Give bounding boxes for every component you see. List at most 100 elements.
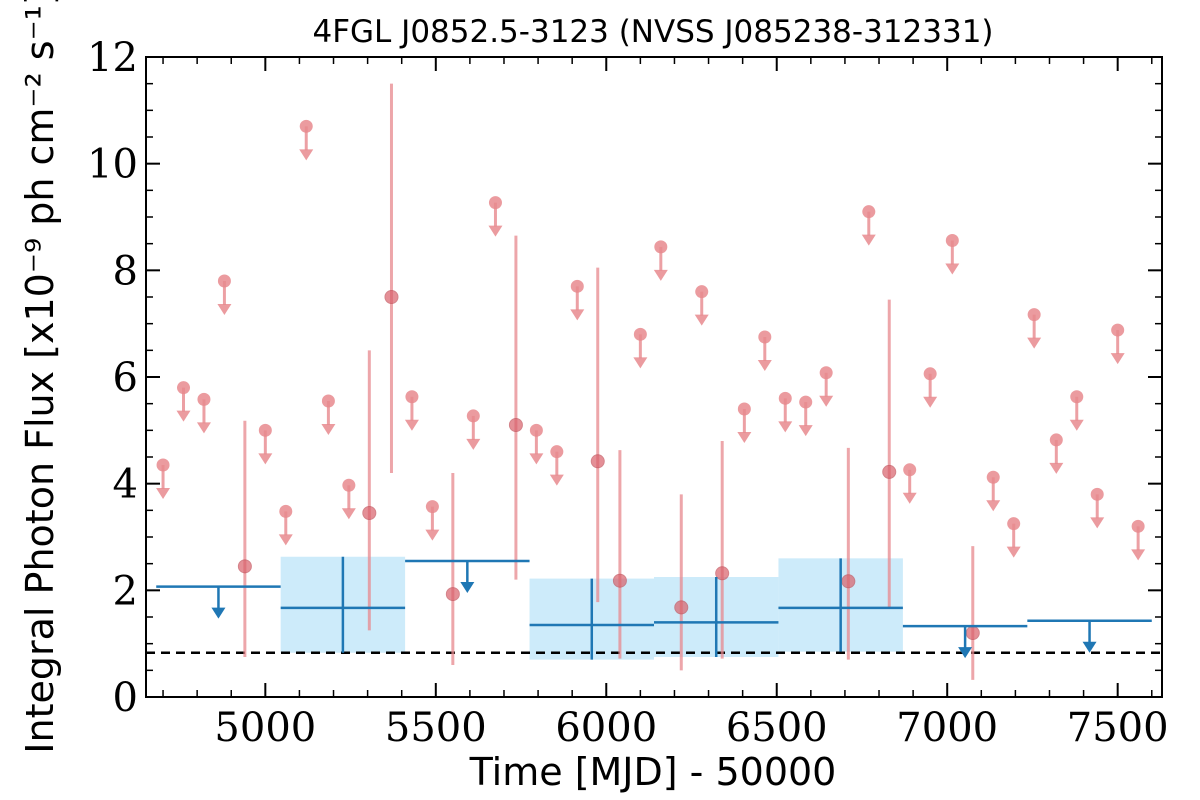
upper-limit-point (466, 409, 480, 423)
upper-limit-point (1049, 433, 1063, 447)
upper-limit-point (1027, 308, 1041, 322)
data-point (882, 464, 897, 479)
upper-limit-point (737, 402, 751, 416)
long-bin-arrow-head (958, 647, 973, 659)
upper-limit-point (945, 233, 959, 247)
upper-limit-arrow-head (341, 508, 356, 520)
x-tick-label: 6000 (555, 705, 657, 751)
upper-limit-arrow-head (278, 534, 293, 546)
upper-limit-arrow-head (176, 410, 191, 422)
y-tick-label: 2 (113, 568, 138, 614)
upper-limit-point (654, 240, 668, 254)
upper-limit-point (923, 367, 937, 381)
upper-limit-arrow-head (633, 357, 648, 369)
upper-limit-arrow-head (737, 432, 752, 443)
upper-limit-arrow-head (694, 314, 709, 326)
data-point (715, 566, 730, 581)
upper-limit-arrow-head (798, 425, 813, 437)
upper-limit-point (550, 445, 564, 459)
upper-limit-point (321, 394, 335, 408)
upper-limit-arrow-head (1110, 353, 1125, 365)
upper-limit-point (1007, 517, 1021, 531)
long-bin-arrow-head (1082, 641, 1097, 653)
x-tick-label: 7500 (1067, 705, 1169, 751)
upper-limit-arrow-head (466, 438, 481, 450)
upper-limit-point (258, 423, 272, 437)
upper-limit-arrow-head (986, 500, 1001, 512)
upper-limit-arrow-head (1090, 517, 1105, 529)
upper-limit-point (903, 463, 917, 477)
upper-limit-point (156, 458, 170, 472)
y-tick-label: 0 (113, 675, 138, 721)
upper-limit-point (425, 500, 439, 514)
upper-limit-arrow-head (217, 304, 232, 315)
upper-limit-arrow-head (923, 396, 938, 408)
upper-limit-point (695, 285, 709, 299)
upper-limit-point (299, 119, 313, 133)
upper-limit-arrow-head (258, 453, 273, 465)
upper-limit-point (1070, 390, 1084, 404)
x-tick-label: 6500 (726, 705, 828, 751)
x-tick-label: 5500 (385, 705, 487, 751)
y-tick-label: 6 (113, 355, 138, 401)
x-axis-label: Time [MJD] - 50000 (469, 750, 837, 794)
upper-limit-arrow-head (570, 309, 585, 321)
upper-limit-arrow-head (404, 419, 419, 431)
upper-limit-arrow-head (1049, 462, 1064, 474)
data-point (445, 587, 460, 602)
x-tick-label: 7000 (896, 705, 998, 751)
upper-limit-arrow-head (156, 488, 171, 499)
upper-limit-point (342, 478, 356, 492)
upper-limit-point (986, 470, 1000, 484)
upper-limit-arrow-head (1069, 419, 1084, 431)
upper-limit-arrow-head (778, 421, 793, 433)
upper-limit-arrow-head (653, 269, 668, 281)
upper-limit-arrow-head (757, 360, 772, 371)
upper-limit-point (177, 381, 191, 395)
upper-limit-arrow-head (196, 422, 211, 434)
data-point (384, 290, 399, 304)
upper-limit-point (1131, 519, 1145, 533)
upper-limit-point (1090, 487, 1104, 501)
upper-limit-point (778, 391, 792, 405)
upper-limit-arrow-head (819, 395, 834, 407)
upper-limit-point (799, 395, 813, 409)
x-tick-label: 5000 (214, 705, 316, 751)
upper-limit-arrow-head (1131, 549, 1146, 561)
upper-limit-point (570, 279, 584, 293)
long-bin-arrow-head (211, 607, 226, 619)
axis-ticks: 5000 5500 6000 6500 7000 7500 0 2 4 6 8 10 12 (87, 35, 1168, 751)
upper-limit-point (488, 196, 502, 210)
upper-limit-arrow-head (549, 474, 564, 486)
data-point (612, 573, 627, 588)
y-tick-label: 12 (87, 35, 138, 81)
y-tick-label: 8 (113, 248, 138, 294)
data-point (965, 626, 980, 640)
upper-limit-point (758, 330, 772, 344)
upper-limit-arrow-head (902, 492, 917, 504)
chart-title: 4FGL J0852.5-3123 (NVSS J085238-312331) (312, 14, 993, 50)
upper-limit-point (279, 504, 293, 518)
long-bin-series (156, 556, 1152, 660)
y-axis-label: Integral Photon Flux [x10⁻⁹ ph cm⁻² s⁻¹] (18, 0, 62, 754)
upper-limit-point (217, 274, 231, 288)
upper-limit-arrow-head (425, 529, 440, 541)
upper-limit-arrow-head (861, 234, 876, 246)
data-point (237, 559, 252, 574)
data-point (362, 506, 377, 520)
upper-limit-arrow-head (529, 453, 544, 465)
upper-limit-point (1111, 323, 1125, 337)
upper-limit-arrow-head (299, 149, 314, 161)
upper-limit-arrow-head (945, 263, 960, 275)
upper-limit-point (405, 390, 419, 404)
data-point (841, 574, 856, 589)
upper-limit-arrow-head (1006, 546, 1021, 558)
data-point (508, 418, 523, 432)
upper-limit-point (197, 392, 211, 406)
upper-limit-arrow-head (1027, 337, 1042, 349)
data-point (590, 454, 605, 469)
long-bin-arrow-head (460, 582, 475, 593)
upper-limit-arrow-head (321, 424, 336, 435)
upper-limit-arrow-head (488, 225, 503, 237)
